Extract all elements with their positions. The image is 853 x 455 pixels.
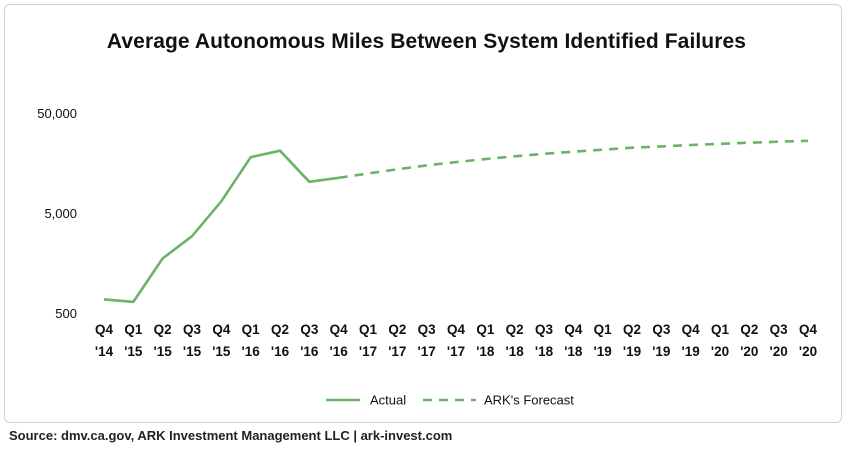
x-tick-label: '18: [506, 344, 525, 359]
x-tick-label: Q3: [652, 322, 671, 337]
x-tick-label: '20: [770, 344, 788, 359]
x-tick-label: '17: [418, 344, 436, 359]
x-tick-label: Q3: [418, 322, 437, 337]
x-tick-label: '20: [740, 344, 758, 359]
x-tick-label: Q2: [154, 322, 172, 337]
chart-title: Average Autonomous Miles Between System …: [106, 30, 747, 53]
x-tick-label: '14: [95, 344, 114, 359]
x-tick-label: '15: [212, 344, 231, 359]
x-tick-label: Q3: [770, 322, 789, 337]
x-tick-label: Q2: [623, 322, 641, 337]
x-tick-label: '16: [300, 344, 319, 359]
x-tick-label: Q4: [212, 322, 231, 337]
actual-series-line: [103, 149, 339, 304]
y-tick-label: 5,000: [44, 206, 77, 221]
x-tick-label: Q4: [330, 322, 349, 337]
legend-label-actual: Actual: [370, 393, 406, 408]
x-tick-label: Q3: [535, 322, 554, 337]
x-tick-label: '19: [594, 344, 612, 359]
chart-frame: [4, 4, 842, 423]
x-tick-label: Q2: [740, 322, 758, 337]
x-tick-label: Q3: [300, 322, 319, 337]
legend: Actual ARK's Forecast: [326, 393, 574, 408]
plot-area: [103, 139, 809, 304]
x-tick-label: '20: [711, 344, 729, 359]
x-tick-label: Q4: [682, 322, 701, 337]
x-tick-label: '17: [359, 344, 377, 359]
x-tick-label: '15: [183, 344, 202, 359]
x-tick-label: '18: [476, 344, 495, 359]
x-tick-label: '17: [388, 344, 406, 359]
x-tick-label: Q1: [124, 322, 143, 337]
source-note: Source: dmv.ca.gov, ARK Investment Manag…: [9, 428, 453, 443]
x-tick-label: Q4: [564, 322, 583, 337]
x-tick-label: '17: [447, 344, 465, 359]
x-tick-label: Q1: [242, 322, 261, 337]
x-tick-label: '19: [623, 344, 641, 359]
forecast-series-line: [338, 139, 809, 180]
x-tick-label: '15: [124, 344, 143, 359]
legend-label-forecast: ARK's Forecast: [484, 393, 574, 408]
y-tick-label: 50,000: [37, 106, 77, 121]
x-tick-label: Q3: [183, 322, 202, 337]
x-tick-label: '19: [652, 344, 670, 359]
x-tick-label: '18: [535, 344, 554, 359]
x-tick-label: '19: [682, 344, 700, 359]
x-tick-label: '18: [564, 344, 583, 359]
x-tick-label: '16: [242, 344, 261, 359]
x-tick-label: Q4: [95, 322, 114, 337]
x-tick-label: Q4: [447, 322, 466, 337]
x-tick-label: '20: [799, 344, 817, 359]
x-tick-label: Q1: [359, 322, 378, 337]
x-tick-label: '16: [330, 344, 349, 359]
x-tick-label: '16: [271, 344, 290, 359]
x-tick-label: Q2: [271, 322, 289, 337]
x-tick-label: Q1: [594, 322, 613, 337]
x-tick-label: '15: [154, 344, 173, 359]
x-tick-label: Q1: [711, 322, 730, 337]
x-tick-label: Q2: [506, 322, 524, 337]
x-tick-label: Q4: [799, 322, 818, 337]
x-axis: Q4 '14 Q1 '15 Q2 '15 Q3 '15 Q4 '15 Q1 '16 Q2 '16 Q3 '16…: [95, 322, 818, 359]
x-tick-label: Q2: [388, 322, 406, 337]
y-axis: 50,000 5,000 500: [37, 106, 77, 321]
y-tick-label: 500: [55, 306, 77, 321]
x-tick-label: Q1: [476, 322, 495, 337]
